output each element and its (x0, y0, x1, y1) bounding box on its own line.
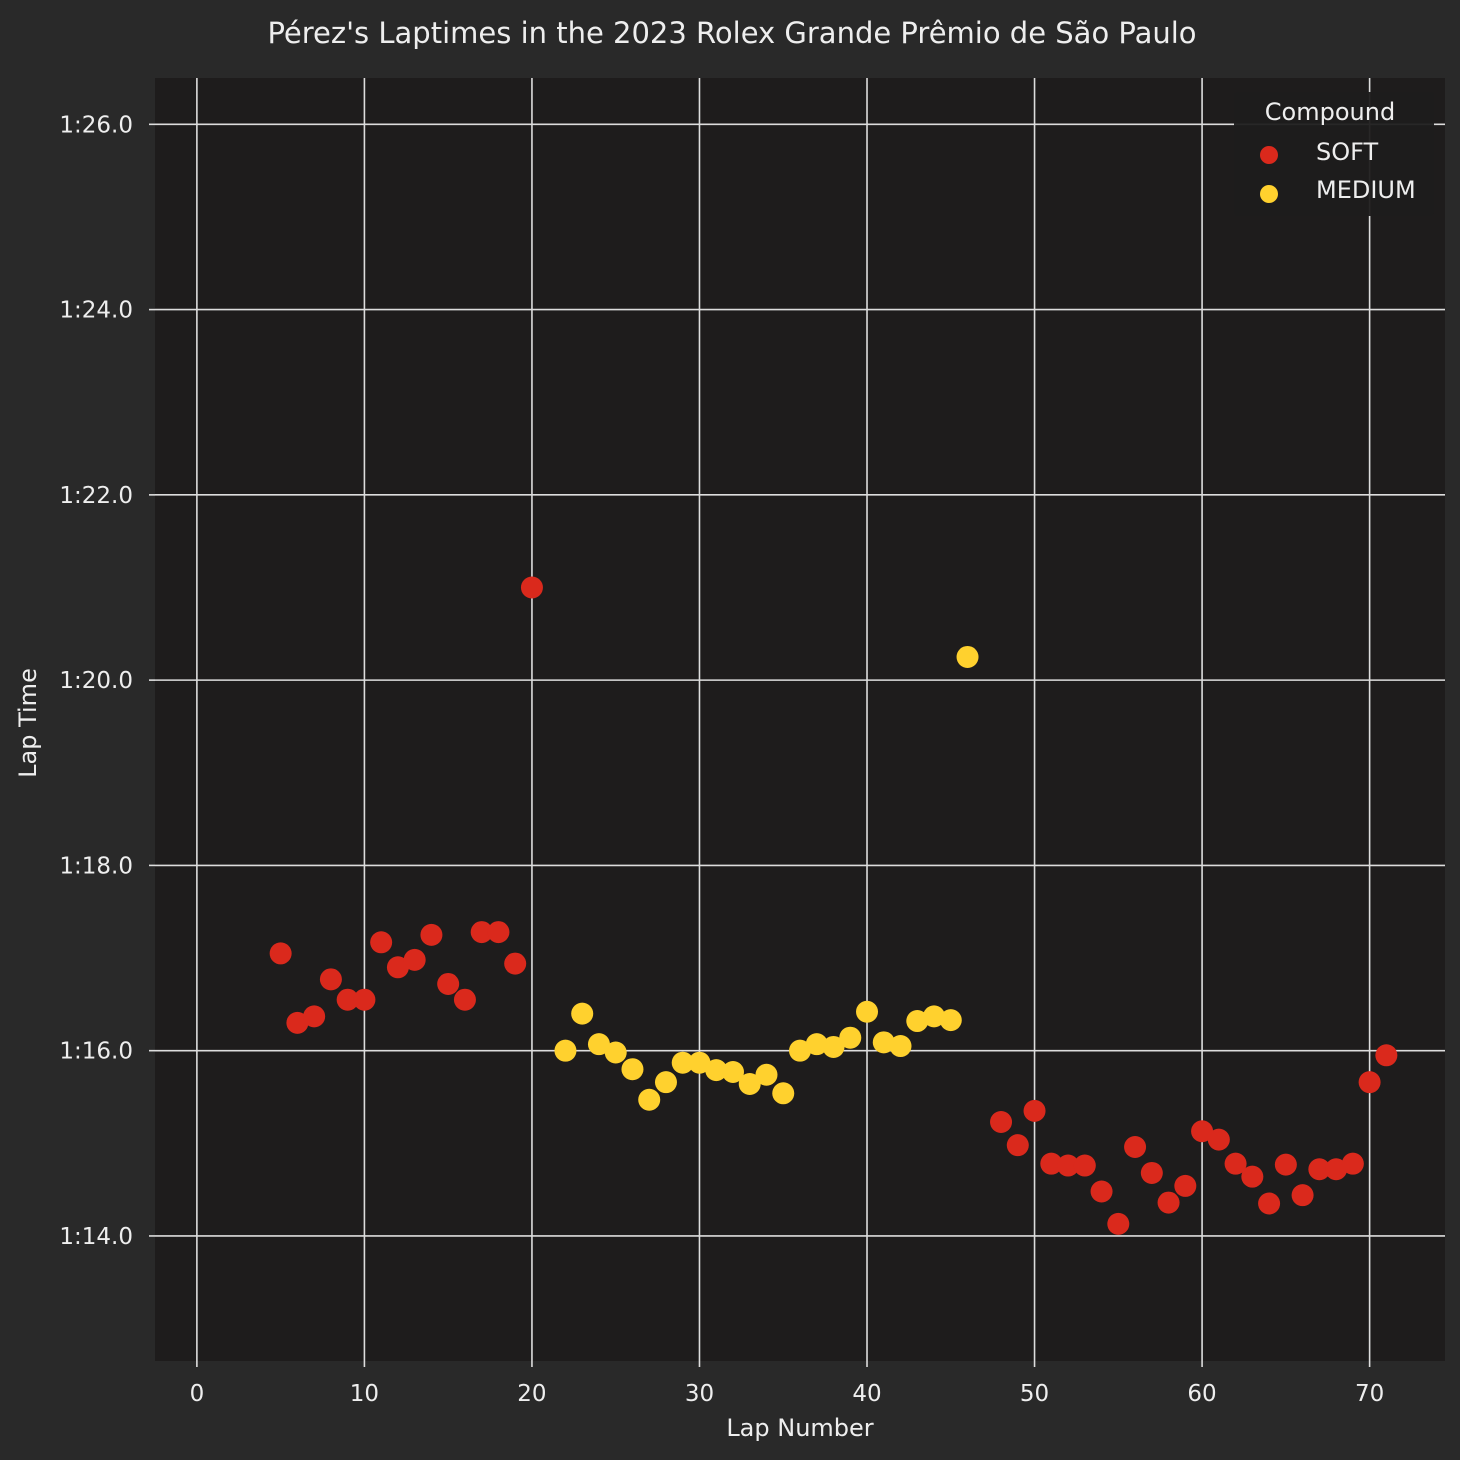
point-medium-lap-43 (906, 1010, 929, 1033)
point-medium-lap-29 (671, 1051, 694, 1074)
y-tick-label-86: 1:26.0 (59, 112, 133, 138)
point-soft-lap-65 (1274, 1153, 1297, 1176)
legend-box (1234, 92, 1434, 216)
point-soft-lap-8 (319, 968, 342, 991)
legend-label-soft: SOFT (1316, 138, 1379, 166)
point-medium-lap-23 (571, 1002, 594, 1025)
point-soft-lap-69 (1341, 1152, 1364, 1175)
point-medium-lap-30 (688, 1051, 711, 1074)
y-tick-label-82: 1:22.0 (59, 483, 133, 509)
point-soft-lap-12 (386, 956, 409, 979)
point-soft-lap-57 (1140, 1161, 1163, 1184)
x-tick-label-50: 50 (1020, 1381, 1049, 1407)
point-medium-lap-39 (839, 1026, 862, 1049)
point-soft-lap-49 (1006, 1134, 1029, 1157)
y-tick-label-74: 1:14.0 (59, 1224, 133, 1250)
point-medium-lap-25 (604, 1041, 627, 1064)
point-soft-lap-59 (1174, 1174, 1197, 1197)
y-tick-label-78: 1:18.0 (59, 853, 133, 879)
y-tick-label-80: 1:20.0 (59, 668, 133, 694)
x-axis-label: Lap Number (726, 1414, 873, 1442)
legend-title: Compound (1265, 98, 1395, 126)
x-tick-label-20: 20 (517, 1381, 546, 1407)
plot-area (155, 78, 1445, 1361)
point-medium-lap-32 (721, 1060, 744, 1083)
point-soft-lap-19 (504, 952, 527, 975)
axis-ticks: 0 10 20 30 40 50 60 70 1:14.0 1:16.0 1:18.0 1:20.0 1… (59, 112, 1384, 1407)
point-medium-lap-22 (554, 1039, 577, 1062)
point-soft-lap-64 (1258, 1192, 1281, 1215)
point-soft-lap-7 (303, 1005, 326, 1028)
point-soft-lap-17 (470, 921, 493, 944)
point-soft-lap-53 (1073, 1154, 1096, 1177)
point-medium-lap-33 (738, 1073, 761, 1096)
point-soft-lap-5 (269, 942, 292, 965)
grid-lines (155, 78, 1445, 1361)
point-soft-lap-16 (453, 988, 476, 1011)
point-soft-lap-50 (1023, 1099, 1046, 1122)
point-soft-lap-13 (403, 948, 426, 971)
point-medium-lap-45 (939, 1009, 962, 1032)
point-medium-lap-44 (923, 1005, 946, 1028)
point-soft-lap-54 (1090, 1180, 1113, 1203)
point-soft-lap-10 (353, 988, 376, 1011)
point-soft-lap-68 (1325, 1158, 1348, 1181)
point-soft-lap-48 (990, 1111, 1013, 1134)
point-medium-lap-42 (889, 1035, 912, 1058)
point-soft-lap-62 (1224, 1152, 1247, 1175)
x-tick-label-40: 40 (852, 1381, 881, 1407)
point-soft-lap-15 (437, 972, 460, 995)
y-tick-label-84: 1:24.0 (59, 298, 133, 324)
point-soft-lap-70 (1358, 1071, 1381, 1094)
point-soft-lap-71 (1375, 1044, 1398, 1067)
point-medium-lap-35 (772, 1082, 795, 1105)
point-soft-lap-60 (1191, 1120, 1214, 1143)
point-soft-lap-14 (420, 923, 443, 946)
point-soft-lap-67 (1308, 1158, 1331, 1181)
legend-marker-soft (1260, 146, 1278, 164)
data-points (269, 576, 1398, 1235)
point-soft-lap-56 (1124, 1136, 1147, 1159)
point-medium-lap-40 (856, 1000, 879, 1023)
point-soft-lap-9 (336, 988, 359, 1011)
point-soft-lap-58 (1157, 1191, 1180, 1214)
point-medium-lap-26 (621, 1058, 644, 1081)
point-soft-lap-11 (370, 931, 393, 954)
point-medium-lap-28 (654, 1071, 677, 1094)
point-medium-lap-27 (638, 1088, 661, 1111)
point-medium-lap-46 (956, 645, 979, 668)
point-medium-lap-24 (587, 1033, 610, 1056)
point-medium-lap-36 (789, 1039, 811, 1062)
y-tick-label-76: 1:16.0 (59, 1039, 133, 1065)
x-tick-label-10: 10 (350, 1381, 379, 1407)
x-tick-label-0: 0 (190, 1381, 205, 1407)
point-medium-lap-41 (872, 1031, 895, 1054)
point-soft-lap-66 (1291, 1184, 1314, 1207)
point-soft-lap-52 (1057, 1154, 1080, 1177)
legend-marker-medium (1260, 185, 1278, 203)
chart-title: Pérez's Laptimes in the 2023 Rolex Grand… (267, 16, 1196, 50)
x-tick-label-30: 30 (685, 1381, 714, 1407)
point-medium-lap-37 (805, 1033, 828, 1056)
point-medium-lap-34 (755, 1063, 778, 1086)
point-soft-lap-61 (1207, 1128, 1230, 1151)
point-soft-lap-6 (286, 1011, 309, 1034)
point-medium-lap-31 (705, 1059, 728, 1082)
point-soft-lap-18 (487, 921, 510, 944)
legend-label-medium: MEDIUM (1316, 176, 1416, 204)
point-medium-lap-38 (822, 1035, 845, 1058)
y-axis-label: Lap Time (14, 668, 42, 778)
point-soft-lap-20 (520, 576, 543, 599)
x-tick-label-60: 60 (1187, 1381, 1216, 1407)
point-soft-lap-55 (1107, 1212, 1130, 1235)
point-soft-lap-51 (1040, 1152, 1063, 1175)
x-tick-label-70: 70 (1355, 1381, 1384, 1407)
point-soft-lap-63 (1241, 1165, 1264, 1188)
legend: Compound SOFT MEDIUM (1234, 92, 1434, 216)
